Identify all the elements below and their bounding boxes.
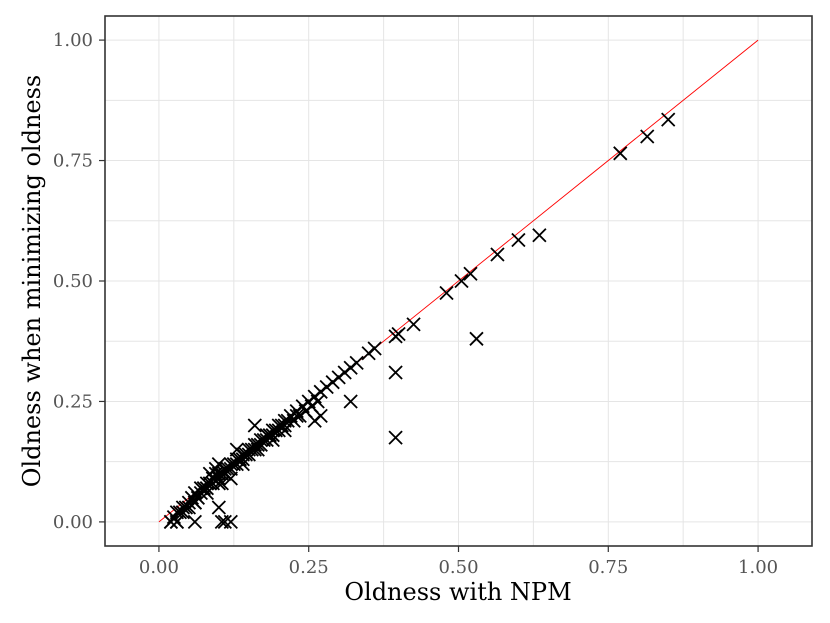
data-point <box>511 232 526 248</box>
data-point <box>187 514 203 530</box>
data-points <box>163 112 676 530</box>
x-tick-label: 0.25 <box>289 557 329 578</box>
data-point <box>640 129 655 144</box>
x-axis-ticks: 0.00 0.25 0.50 0.75 1.00 <box>139 546 778 578</box>
x-tick-label: 1.00 <box>738 557 778 578</box>
data-point <box>469 331 484 346</box>
data-point <box>187 495 203 510</box>
y-tick-label: 0.75 <box>53 151 93 172</box>
x-tick-label: 0.50 <box>438 557 478 578</box>
data-point <box>454 273 469 289</box>
data-point <box>163 514 179 530</box>
data-point <box>250 442 265 457</box>
data-point <box>223 471 238 486</box>
data-point <box>307 413 322 428</box>
data-point <box>247 418 262 433</box>
y-axis-title: Oldness when minimizing oldness <box>18 75 46 487</box>
data-point <box>229 442 244 457</box>
x-tick-label: 0.00 <box>139 557 179 578</box>
x-axis-title: Oldness with NPM <box>344 578 571 606</box>
data-point <box>202 466 217 481</box>
data-point <box>406 317 421 332</box>
data-point <box>289 408 304 424</box>
data-point <box>265 432 280 448</box>
y-tick-label: 0.25 <box>53 391 93 412</box>
data-point <box>391 326 406 342</box>
y-tick-label: 0.50 <box>53 271 93 292</box>
data-point <box>310 394 325 409</box>
data-point <box>175 505 191 520</box>
y-tick-label: 0.00 <box>53 512 93 533</box>
y-tick-label: 1.00 <box>53 30 93 51</box>
data-point <box>169 514 185 530</box>
x-tick-label: 0.75 <box>588 557 628 578</box>
data-point <box>211 500 226 515</box>
data-point <box>532 228 547 243</box>
data-point <box>217 514 232 530</box>
y-axis-ticks: 0.00 0.25 0.50 0.75 1.00 <box>53 30 105 533</box>
data-point <box>388 365 403 380</box>
data-point <box>367 341 382 356</box>
data-point <box>490 247 505 262</box>
data-point <box>223 514 238 530</box>
data-point <box>235 456 250 472</box>
data-point <box>439 285 454 301</box>
data-point <box>199 485 214 501</box>
data-point <box>388 430 403 445</box>
data-point <box>463 266 478 281</box>
data-point <box>343 394 358 409</box>
data-point <box>661 112 676 127</box>
data-point <box>214 476 229 491</box>
data-point <box>613 146 628 161</box>
data-point <box>349 355 364 371</box>
data-point <box>277 423 292 438</box>
